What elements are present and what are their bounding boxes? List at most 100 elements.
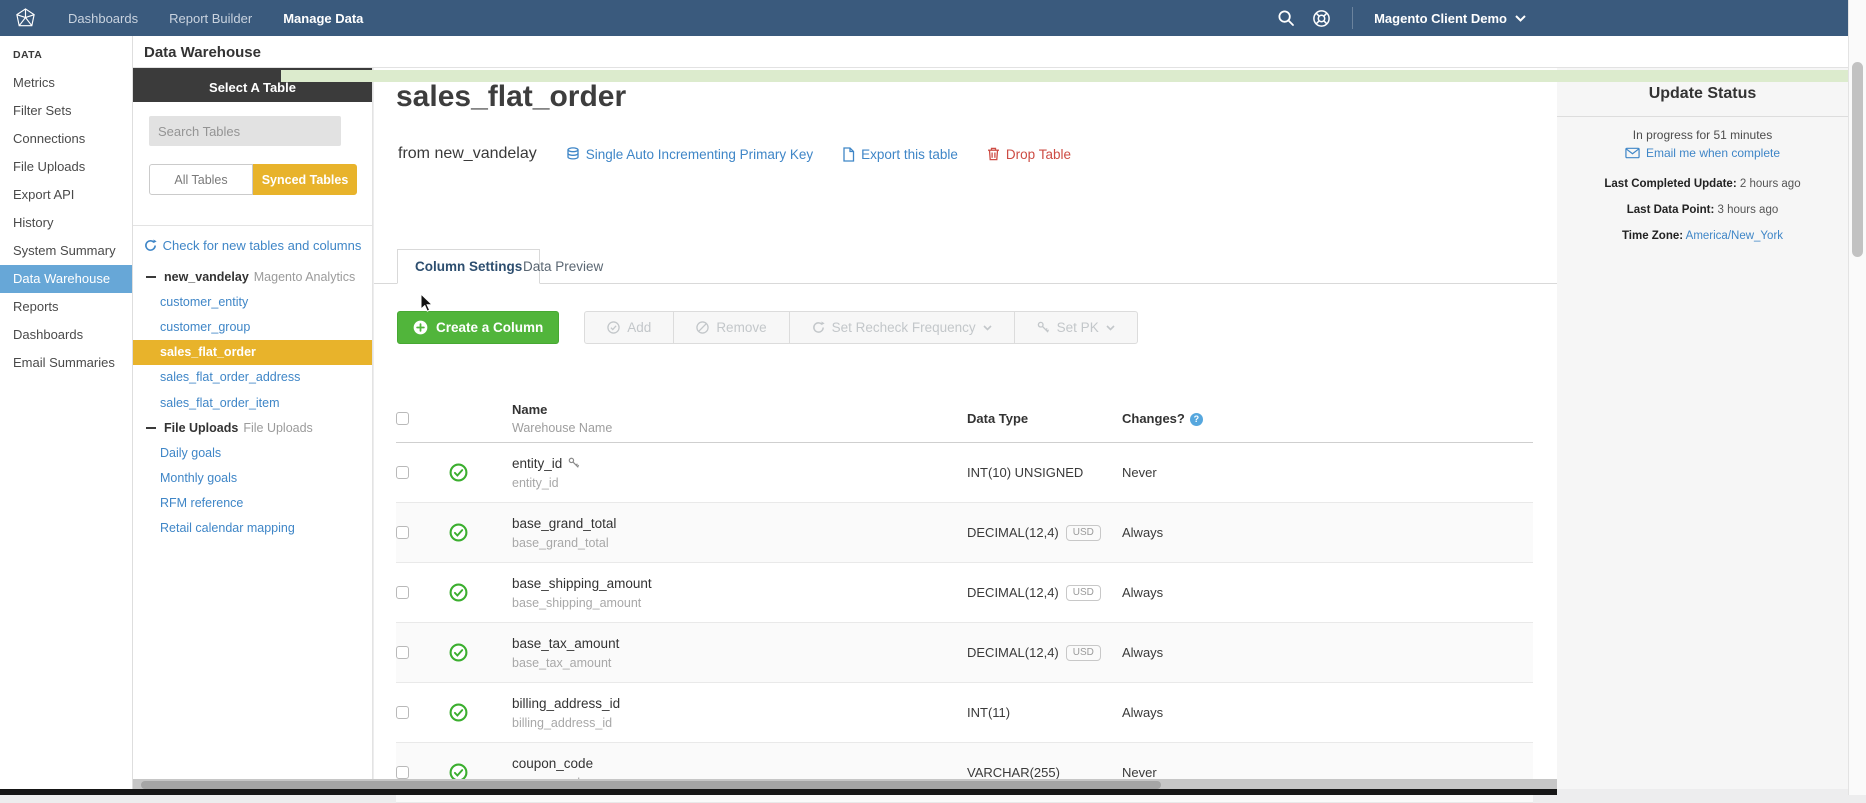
chevron-down-icon <box>1106 324 1115 331</box>
tree-item-sales-flat-order-address[interactable]: sales_flat_order_address <box>160 370 301 385</box>
row-checkbox[interactable] <box>396 586 409 599</box>
update-progress-bar <box>281 70 1848 82</box>
mouse-cursor <box>420 293 434 312</box>
tree-item-daily-goals[interactable]: Daily goals <box>160 445 222 460</box>
table-row: billing_address_id billing_address_id IN… <box>396 683 1533 743</box>
sidebar-item-system-summary[interactable]: System Summary <box>13 243 116 258</box>
row-checkbox[interactable] <box>396 466 409 479</box>
search-tables-input[interactable] <box>149 116 341 146</box>
sidebar-section-label: DATA <box>13 49 43 61</box>
sidebar-item-file-uploads[interactable]: File Uploads <box>13 159 86 174</box>
key-icon <box>1037 321 1050 334</box>
nav-manage-data[interactable]: Manage Data <box>283 10 364 26</box>
synced-check-icon <box>449 763 468 782</box>
connection-group-new-vandelay[interactable]: new_vandelay Magento Analytics <box>133 264 372 289</box>
row-checkbox[interactable] <box>396 526 409 539</box>
synced-check-icon <box>449 523 468 542</box>
row-checkbox[interactable] <box>396 706 409 719</box>
time-zone: Time Zone: America/New_York <box>1621 230 1784 242</box>
update-status-title: Update Status <box>1648 85 1757 102</box>
drop-table-link[interactable]: Drop Table <box>987 147 1071 162</box>
check-circle-icon <box>607 321 621 334</box>
sidebar-item-reports[interactable]: Reports <box>13 299 59 314</box>
table-row: base_shipping_amount base_shipping_amoun… <box>396 563 1533 623</box>
update-status-panel: Update Status In progress for 51 minutes… <box>1557 68 1848 789</box>
sidebar-item-data-warehouse[interactable]: Data Warehouse <box>0 265 132 293</box>
document-icon <box>842 146 855 162</box>
trash-icon <box>987 147 1000 161</box>
changes-column-header: Changes? <box>1122 411 1185 426</box>
synced-check-icon <box>449 643 468 662</box>
select-all-checkbox[interactable] <box>396 412 409 425</box>
set-recheck-frequency-button[interactable]: Set Recheck Frequency <box>788 311 1015 344</box>
tree-item-retail-calendar-mapping[interactable]: Retail calendar mapping <box>160 521 295 536</box>
name-column-header: Name <box>512 402 548 417</box>
vertical-scrollbar-thumb[interactable] <box>1852 62 1863 257</box>
vertical-scrollbar[interactable] <box>1848 0 1866 795</box>
tab-column-settings[interactable]: Column Settings <box>397 249 541 284</box>
sidebar-item-connections[interactable]: Connections <box>13 131 86 146</box>
nav-dashboards[interactable]: Dashboards <box>68 10 139 26</box>
chevron-down-icon <box>983 324 992 331</box>
row-checkbox[interactable] <box>396 766 409 779</box>
sidebar-item-email-summaries[interactable]: Email Summaries <box>13 355 115 370</box>
top-navbar: Dashboards Report Builder Manage Data Ma… <box>0 0 1848 36</box>
tree-item-sales-flat-order[interactable]: sales_flat_order <box>133 339 372 365</box>
currency-badge: USD <box>1065 524 1101 541</box>
page-title: Data Warehouse <box>144 44 261 61</box>
bulk-actions-group: Add Remove Set Recheck Frequency <box>584 311 1138 344</box>
sidebar-item-filter-sets[interactable]: Filter Sets <box>13 103 72 118</box>
horizontal-scrollbar[interactable] <box>133 779 1557 791</box>
email-me-link[interactable]: Email me when complete <box>1625 146 1780 160</box>
sidebar-item-history[interactable]: History <box>13 215 54 230</box>
tree-item-rfm-reference[interactable]: RFM reference <box>160 496 244 511</box>
sidebar-item-metrics[interactable]: Metrics <box>13 75 55 90</box>
tree-item-customer-group[interactable]: customer_group <box>160 319 251 334</box>
account-menu[interactable]: Magento Client Demo <box>1374 11 1526 26</box>
columns-table-header: Name Warehouse Name Data Type Changes?? <box>396 395 1533 443</box>
help-lifering-icon[interactable] <box>1312 9 1331 28</box>
tree-item-monthly-goals[interactable]: Monthly goals <box>160 471 238 486</box>
tab-data-preview[interactable]: Data Preview <box>523 259 604 274</box>
warehouse-name-column-header: Warehouse Name <box>512 421 613 435</box>
time-zone-link[interactable]: America/New_York <box>1685 230 1784 242</box>
progress-text: In progress for 51 minutes <box>1632 128 1773 142</box>
row-checkbox[interactable] <box>396 646 409 659</box>
create-column-button[interactable]: Create a Column <box>397 311 560 344</box>
add-button[interactable]: Add <box>584 311 675 344</box>
envelope-icon <box>1625 147 1640 159</box>
export-table-link[interactable]: Export this table <box>842 147 958 162</box>
synced-tables-button[interactable]: Synced Tables <box>253 164 357 195</box>
table-subtitle-row: from new_vandelay Single Auto Incrementi… <box>398 145 1071 163</box>
chevron-down-icon <box>1515 14 1526 22</box>
changes-help-icon[interactable]: ? <box>1189 412 1203 426</box>
remove-button[interactable]: Remove <box>673 311 790 344</box>
main-content: sales_flat_order from new_vandelay Singl… <box>374 68 1557 803</box>
table-filter-toggle: All Tables Synced Tables <box>149 164 357 195</box>
brand-gem-logo-icon[interactable] <box>14 7 37 30</box>
tree-item-customer-entity[interactable]: customer_entity <box>160 294 249 309</box>
status-divider <box>1557 116 1848 117</box>
set-pk-button[interactable]: Set PK <box>1013 311 1138 344</box>
check-new-tables-link[interactable]: Check for new tables and columns <box>133 238 372 253</box>
table-row: entity_id entity_id INT(10) UNSIGNED Nev… <box>396 443 1533 503</box>
picker-divider <box>133 225 372 226</box>
synced-check-icon <box>449 463 468 482</box>
sidebar-item-dashboards[interactable]: Dashboards <box>13 327 84 342</box>
collapse-icon[interactable] <box>146 275 156 278</box>
window-bottom-bar <box>0 789 1557 795</box>
connection-group-file-uploads[interactable]: File Uploads File Uploads <box>133 415 372 440</box>
nav-report-builder[interactable]: Report Builder <box>169 10 253 26</box>
sidebar-item-export-api[interactable]: Export API <box>13 187 75 202</box>
all-tables-button[interactable]: All Tables <box>149 164 253 195</box>
search-icon[interactable] <box>1277 9 1295 27</box>
horizontal-scrollbar-thumb[interactable] <box>141 781 1161 789</box>
synced-check-icon <box>449 703 468 722</box>
page-header-band: Data Warehouse <box>133 36 1848 68</box>
collapse-icon[interactable] <box>146 426 156 429</box>
tree-item-sales-flat-order-item[interactable]: sales_flat_order_item <box>160 395 280 410</box>
currency-badge: USD <box>1065 584 1101 601</box>
primary-key-link[interactable]: Single Auto Incrementing Primary Key <box>566 147 813 162</box>
table-row: base_tax_amount base_tax_amount DECIMAL(… <box>396 623 1533 683</box>
database-icon <box>566 147 580 161</box>
